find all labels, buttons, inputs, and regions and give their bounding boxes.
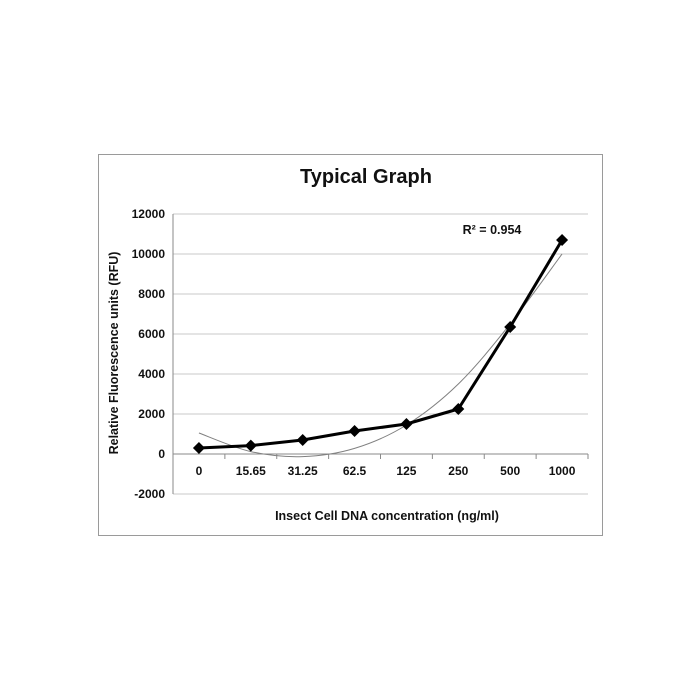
x-tick-label: 62.5 <box>343 464 367 478</box>
data-point <box>556 234 569 246</box>
data-point <box>504 321 517 333</box>
x-tick-label: 125 <box>396 464 416 478</box>
y-tick-label: 2000 <box>138 407 165 421</box>
chart-title: Typical Graph <box>300 166 432 188</box>
x-tick-label: 31.25 <box>288 464 318 478</box>
x-tick-label: 15.65 <box>236 464 266 478</box>
axes <box>172 214 589 494</box>
data-point <box>452 403 465 415</box>
y-tick-label: 10000 <box>132 247 166 261</box>
x-tick-labels: 0 15.65 31.25 62.5 125 250 500 1000 <box>196 464 576 478</box>
data-point <box>348 425 361 437</box>
y-tick-label: 4000 <box>138 367 165 381</box>
y-tick-label: 12000 <box>132 207 166 221</box>
series-line <box>198 239 564 450</box>
data-point <box>400 418 413 430</box>
r-squared-annotation: R² = 0.954 <box>463 223 522 237</box>
x-tick-label: 1000 <box>549 464 576 478</box>
chart-frame <box>98 154 603 536</box>
x-tick-label: 500 <box>500 464 520 478</box>
y-axis-label: Relative Fluorescence units (RFU) <box>107 252 121 455</box>
gridlines <box>173 213 588 495</box>
data-point <box>192 442 205 454</box>
x-tick-label: 0 <box>196 464 203 478</box>
x-tick-label: 250 <box>448 464 468 478</box>
y-tick-label: 0 <box>158 447 165 461</box>
y-tick-labels: -2000 0 2000 4000 6000 8000 10000 12000 <box>132 207 166 501</box>
x-axis-label: Insect Cell DNA concentration (ng/ml) <box>275 509 499 523</box>
y-tick-label: 6000 <box>138 327 165 341</box>
y-tick-label: 8000 <box>138 287 165 301</box>
y-tick-label: -2000 <box>134 487 165 501</box>
data-point <box>244 439 257 452</box>
data-point <box>296 434 309 446</box>
data-markers <box>192 234 569 454</box>
